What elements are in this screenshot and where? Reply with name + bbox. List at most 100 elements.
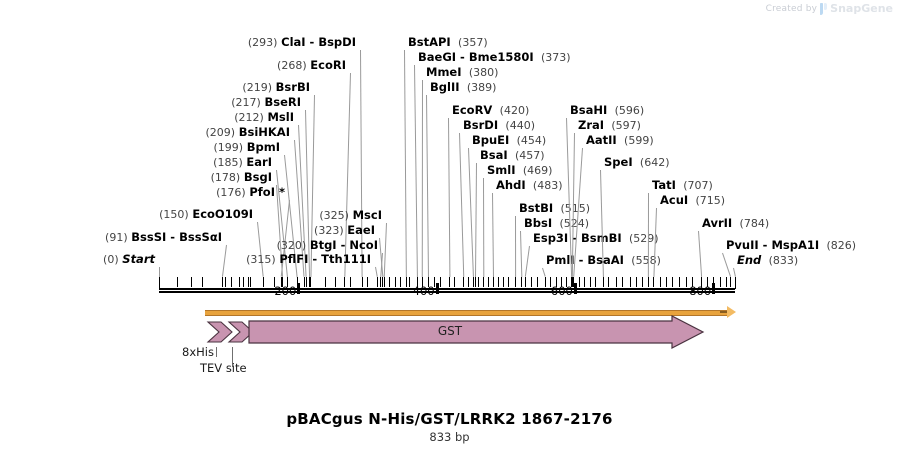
ruler-tick: [730, 277, 732, 287]
ruler-tick: [472, 277, 474, 287]
restriction-site-label[interactable]: BsaHI (596): [570, 104, 644, 117]
restriction-site-label[interactable]: PvuII - MspA1I (826): [726, 239, 856, 252]
restriction-site-label[interactable]: (0) Start: [103, 253, 155, 266]
ruler-tick: [463, 277, 465, 287]
ruler-tick: [280, 277, 282, 287]
restriction-site-label[interactable]: BsaI (457): [480, 149, 545, 162]
restriction-site-leader-line: [475, 162, 477, 278]
restriction-site-label[interactable]: AatII (599): [586, 134, 654, 147]
restriction-site-label[interactable]: ZraI (597): [578, 119, 641, 132]
enzyme-name: AhdI: [496, 178, 526, 192]
ruler-tick: [286, 277, 288, 287]
enzyme-name: BssSI - BssSαI: [131, 230, 222, 244]
restriction-site-label[interactable]: BaeGI - Bme1580I (373): [418, 51, 571, 64]
ruler-tick: [394, 277, 396, 287]
ruler-tick: [303, 277, 305, 287]
enzyme-name: BstBI: [519, 201, 554, 215]
restriction-site-label[interactable]: (199) BpmI: [213, 141, 280, 154]
ruler-tick: [653, 277, 655, 287]
restriction-site-label[interactable]: (176) PfoI *: [216, 186, 285, 199]
ruler-tick: [475, 277, 476, 287]
restriction-site-label[interactable]: (212) MslI: [234, 111, 294, 124]
restriction-site-label[interactable]: AcuI (715): [660, 194, 725, 207]
restriction-site-leader-line: [647, 192, 649, 278]
site-position: (293): [247, 36, 278, 49]
ruler-tick: [685, 277, 687, 287]
feature-gst-label: GST: [437, 324, 463, 338]
restriction-site-label[interactable]: (178) BsgI: [211, 171, 272, 184]
ruler-tick: [249, 277, 251, 287]
restriction-site-label[interactable]: (185) EarI: [213, 156, 272, 169]
sequence-terminus-label: End: [737, 253, 762, 267]
restriction-site-label[interactable]: EcoRV (420): [452, 104, 529, 117]
restriction-site-leader-line: [733, 267, 736, 278]
ruler-tick: [712, 277, 714, 287]
site-position: (217): [231, 96, 261, 109]
restriction-site-label[interactable]: AhdI (483): [496, 179, 563, 192]
restriction-site-leader-line: [404, 49, 407, 277]
restriction-site-label[interactable]: (323) EaeI: [314, 224, 375, 237]
restriction-site-label[interactable]: SmlI (469): [487, 164, 552, 177]
restriction-site-label[interactable]: SpeI (642): [604, 156, 670, 169]
ruler-tick-marks: [159, 277, 736, 289]
restriction-site-label[interactable]: Esp3I - BsmBI (529): [533, 232, 659, 245]
ruler-tick: [488, 277, 490, 287]
ruler-tick: [573, 277, 575, 287]
sequence-terminus-label: Start: [122, 252, 155, 266]
ruler-tick: [478, 277, 480, 287]
restriction-site-label[interactable]: BstAPI (357): [408, 36, 488, 49]
site-position: (315): [246, 253, 276, 266]
site-position: (457): [514, 149, 545, 162]
site-position: (707): [683, 179, 713, 192]
restriction-site-label[interactable]: (219) BsrBI: [242, 81, 310, 94]
enzyme-name: EcoRI: [310, 58, 346, 72]
enzyme-name: BbsI: [524, 216, 553, 230]
restriction-site-label[interactable]: BbsI (524): [524, 217, 589, 230]
enzyme-name: AvrII: [702, 216, 733, 230]
restriction-site-label[interactable]: AvrII (784): [702, 217, 769, 230]
snapgene-watermark: Created by SnapGene: [766, 2, 893, 15]
ruler-tick: [636, 277, 638, 287]
site-position: (219): [242, 81, 273, 94]
restriction-site-label[interactable]: (209) BsiHKAI: [205, 126, 290, 139]
tev-site-label: TEV site: [200, 361, 247, 375]
restriction-site-label[interactable]: (217) BseRI: [231, 96, 301, 109]
ruler-tick: [247, 277, 249, 287]
restriction-site-label[interactable]: (320) BtgI - NcoI: [277, 239, 378, 252]
ruler-tick: [389, 277, 391, 287]
site-position: (558): [631, 254, 661, 267]
feature-tev-site[interactable]: [227, 317, 254, 347]
restriction-site-label[interactable]: BpuEI (454): [472, 134, 546, 147]
restriction-site-label[interactable]: (150) EcoO109I: [159, 208, 253, 221]
enzyme-name: ZraI: [578, 118, 605, 132]
restriction-site-label[interactable]: BglII (389): [430, 81, 496, 94]
site-position: (597): [611, 119, 641, 132]
restriction-site-label[interactable]: (293) ClaI - BspDI: [248, 36, 356, 49]
restriction-site-label[interactable]: BsrDI (440): [463, 119, 535, 132]
orf-arrow[interactable]: [205, 306, 736, 318]
site-position: (515): [560, 202, 591, 215]
site-position: (715): [695, 194, 726, 207]
ruler-endcap: [735, 277, 736, 289]
restriction-site-label[interactable]: (315) PflFI - Tth111I: [246, 253, 371, 266]
ruler-tick: [483, 277, 485, 287]
feature-8xhis[interactable]: [206, 317, 233, 347]
restriction-site-label[interactable]: (325) MscI: [319, 209, 382, 222]
enzyme-name: EcoO109I: [192, 207, 253, 221]
enzyme-name: BsaHI: [570, 103, 608, 117]
site-position: (642): [639, 156, 670, 169]
restriction-site-label[interactable]: BstBI (515): [519, 202, 590, 215]
restriction-site-label[interactable]: (91) BssSI - BssSαI: [105, 231, 222, 244]
enzyme-name: MmeI: [426, 65, 462, 79]
ruler-scale-mark: [712, 283, 716, 294]
site-position: (268): [277, 59, 307, 72]
page-title: pBACgus N-His/GST/LRRK2 1867-2176: [286, 410, 613, 428]
restriction-site-label[interactable]: End (833): [737, 254, 798, 267]
restriction-site-label[interactable]: TatI (707): [652, 179, 713, 192]
restriction-site-label[interactable]: (268) EcoRI: [277, 59, 346, 72]
ruler-tick: [672, 277, 674, 287]
ruler-tick: [344, 277, 346, 287]
feature-gst[interactable]: [248, 315, 705, 349]
restriction-site-label[interactable]: MmeI (380): [426, 66, 498, 79]
ruler-tick: [334, 277, 336, 287]
